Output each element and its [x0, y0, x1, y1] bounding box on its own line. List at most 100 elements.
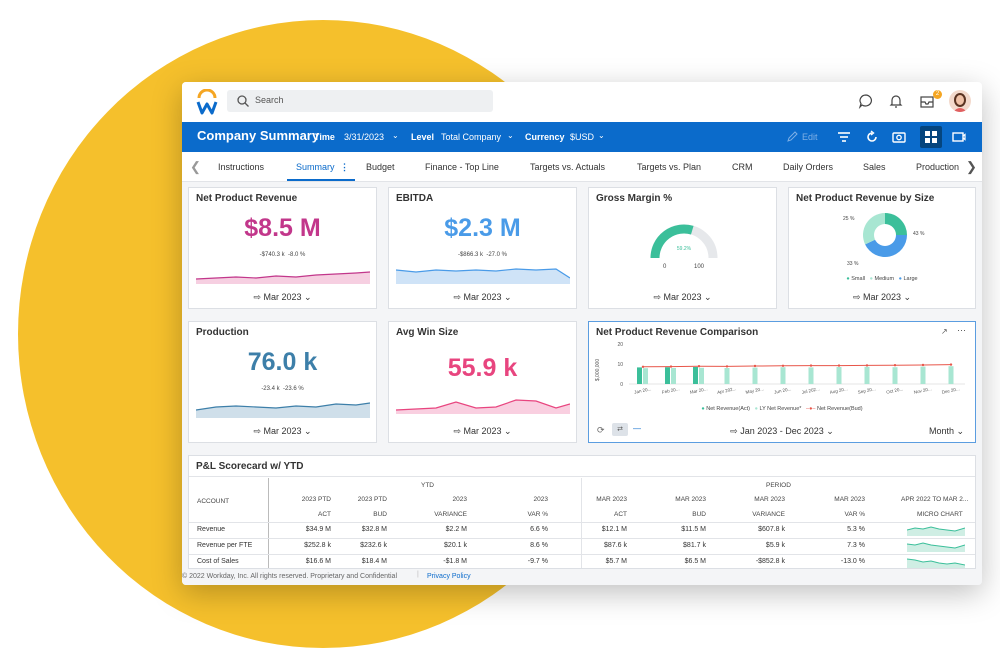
- micro-chart: [907, 526, 965, 536]
- x-tick-label: Mar 20...: [689, 386, 707, 395]
- tab-bar: ❮ Instructions Summary ⋮ Budget Finance …: [182, 152, 982, 182]
- chat-icon[interactable]: [858, 93, 874, 109]
- tab-budget[interactable]: Budget: [366, 162, 395, 172]
- currency-label: Currency: [525, 132, 565, 142]
- column-header-sub: BUD: [373, 511, 387, 518]
- card-title: EBITDA: [396, 193, 434, 204]
- layout-grid-button[interactable]: [920, 126, 942, 148]
- tab-sales[interactable]: Sales: [863, 162, 886, 172]
- x-tick-label: Aug 20...: [829, 386, 848, 395]
- reset-icon[interactable]: ⟳: [597, 425, 605, 435]
- chevron-right-icon[interactable]: ❯: [966, 159, 977, 174]
- x-tick-label: Nov 20...: [913, 386, 932, 395]
- column-header-sub: ACT: [614, 511, 627, 518]
- inbox-badge: 2: [933, 90, 942, 99]
- time-value[interactable]: 3/31/2023: [344, 132, 385, 142]
- kpi-delta: -$866.3 k -27.0 %: [457, 252, 508, 258]
- bar-ly: [752, 367, 758, 384]
- period-selector[interactable]: ⇨ Mar 2023 ⌄: [653, 292, 712, 302]
- active-tab-indicator: [287, 179, 355, 181]
- search-input[interactable]: Search: [227, 90, 493, 112]
- period-selector[interactable]: ⇨ Mar 2023 ⌄: [852, 292, 912, 302]
- column-header-sub: VAR %: [527, 511, 548, 518]
- privacy-link[interactable]: Privacy Policy: [427, 573, 471, 580]
- tab-targets-vs-plan[interactable]: Targets vs. Plan: [637, 162, 702, 172]
- donut-legend: ● Small ● Medium ● Large: [846, 276, 918, 282]
- refresh-icon[interactable]: [865, 130, 879, 144]
- chevron-down-icon[interactable]: ⌄: [392, 131, 399, 140]
- chart-legend: ● Net Revenue(Act) ● LY Net Revenue* –●–…: [701, 406, 863, 412]
- expand-icon[interactable]: ↗: [941, 327, 948, 336]
- group-header-ytd: YTD: [421, 482, 434, 489]
- x-tick-label: Jun 20...: [774, 386, 792, 394]
- bar-ly: [892, 367, 898, 384]
- currency-value[interactable]: $USD: [570, 132, 595, 142]
- card-revenue-by-size[interactable]: Net Product Revenue by Size 25 % 43 % 33…: [788, 187, 976, 309]
- line-toggle-icon[interactable]: —: [633, 424, 641, 433]
- table-cell: -$852.8 k: [755, 558, 785, 565]
- bell-icon[interactable]: [888, 93, 904, 109]
- inbox-icon[interactable]: [919, 93, 935, 109]
- level-value[interactable]: Total Company: [441, 132, 502, 142]
- edit-button[interactable]: Edit: [802, 132, 818, 142]
- table-cell: $6.5 M: [684, 558, 706, 565]
- y-tick-label: 10: [617, 362, 623, 368]
- x-tick-label: May 20...: [745, 386, 764, 395]
- present-icon[interactable]: [952, 130, 966, 144]
- card-net-product-revenue[interactable]: Net Product Revenue $8.5 M -$740.3 k -8.…: [188, 187, 377, 309]
- budget-point: [809, 364, 813, 367]
- card-avg-win-size[interactable]: Avg Win Size 55.9 k ⇨ Mar 2023 ⌄: [388, 321, 577, 443]
- divider: [189, 538, 975, 539]
- chevron-down-icon[interactable]: ⌄: [598, 131, 605, 140]
- x-tick-label: Oct 20...: [886, 386, 904, 394]
- x-tick-label: Apr 202...: [717, 386, 737, 395]
- table-cell: 6.6 %: [530, 526, 548, 533]
- chevron-down-icon[interactable]: ⌄: [507, 131, 514, 140]
- app-window: Search 2 Company Summary Time 3/31/2023 …: [182, 82, 982, 585]
- tab-instructions[interactable]: Instructions: [218, 162, 265, 172]
- pl-scorecard-table: P&L Scorecard w/ YTD YTD PERIOD ACCOUNT …: [188, 455, 976, 569]
- tab-menu-icon[interactable]: ⋮: [340, 162, 349, 172]
- tab-targets-vs-actuals[interactable]: Targets vs. Actuals: [530, 162, 606, 172]
- card-gross-margin[interactable]: Gross Margin % 59.2% 0 100 ⇨ Mar 2023 ⌄: [588, 187, 777, 309]
- pencil-icon: [787, 131, 798, 142]
- gauge-value: 59.2%: [676, 246, 692, 252]
- tab-finance-top-line[interactable]: Finance - Top Line: [425, 162, 499, 172]
- bar-ly: [864, 366, 870, 384]
- table-cell: $32.8 M: [361, 526, 387, 533]
- bar-toggle-icon[interactable]: ⇄: [612, 423, 628, 436]
- table-cell: 8.6 %: [530, 542, 548, 549]
- tab-summary[interactable]: Summary: [296, 162, 335, 172]
- grain-selector[interactable]: Month ⌄: [929, 426, 965, 436]
- period-selector[interactable]: ⇨ Mar 2023 ⌄: [453, 292, 512, 302]
- tab-crm[interactable]: CRM: [732, 162, 753, 172]
- budget-point: [893, 364, 897, 367]
- more-options-icon[interactable]: ⋯: [957, 325, 966, 335]
- tab-production[interactable]: Production: [916, 162, 960, 172]
- bar-ly: [780, 367, 786, 384]
- period-selector[interactable]: ⇨ Jan 2023 - Dec 2023 ⌄: [730, 426, 834, 436]
- table-cell: -$1.8 M: [443, 558, 467, 565]
- period-selector[interactable]: ⇨ Mar 2023 ⌄: [453, 426, 512, 436]
- period-selector[interactable]: ⇨ Mar 2023 ⌄: [253, 292, 312, 302]
- card-ebitda[interactable]: EBITDA $2.3 M -$866.3 k -27.0 % ⇨ Mar 20…: [388, 187, 577, 309]
- card-production[interactable]: Production 76.0 k -23.4 k -23.6 % ⇨ Mar …: [188, 321, 377, 443]
- column-header-top: 2023 PTD: [301, 496, 331, 503]
- column-header-top: 2023 PTD: [357, 496, 387, 503]
- sparkline: [196, 402, 370, 418]
- camera-icon[interactable]: [892, 130, 906, 144]
- table-cell: $12.1 M: [601, 526, 627, 533]
- user-avatar[interactable]: [949, 90, 971, 112]
- gauge-max: 100: [694, 264, 705, 270]
- filter-icon[interactable]: [837, 130, 851, 144]
- pct-small: 25 %: [843, 216, 855, 222]
- tab-daily-orders[interactable]: Daily Orders: [783, 162, 834, 172]
- bar-ly: [699, 367, 704, 384]
- chevron-left-icon[interactable]: ❮: [190, 159, 201, 174]
- bar-act: [693, 367, 698, 384]
- column-header-sub: VARIANCE: [752, 511, 785, 518]
- bar-ly: [724, 368, 730, 384]
- card-revenue-comparison[interactable]: Net Product Revenue Comparison ↗ ⋯ $,000…: [588, 321, 976, 443]
- top-bar: Search 2: [182, 82, 982, 122]
- period-selector[interactable]: ⇨ Mar 2023 ⌄: [253, 426, 312, 436]
